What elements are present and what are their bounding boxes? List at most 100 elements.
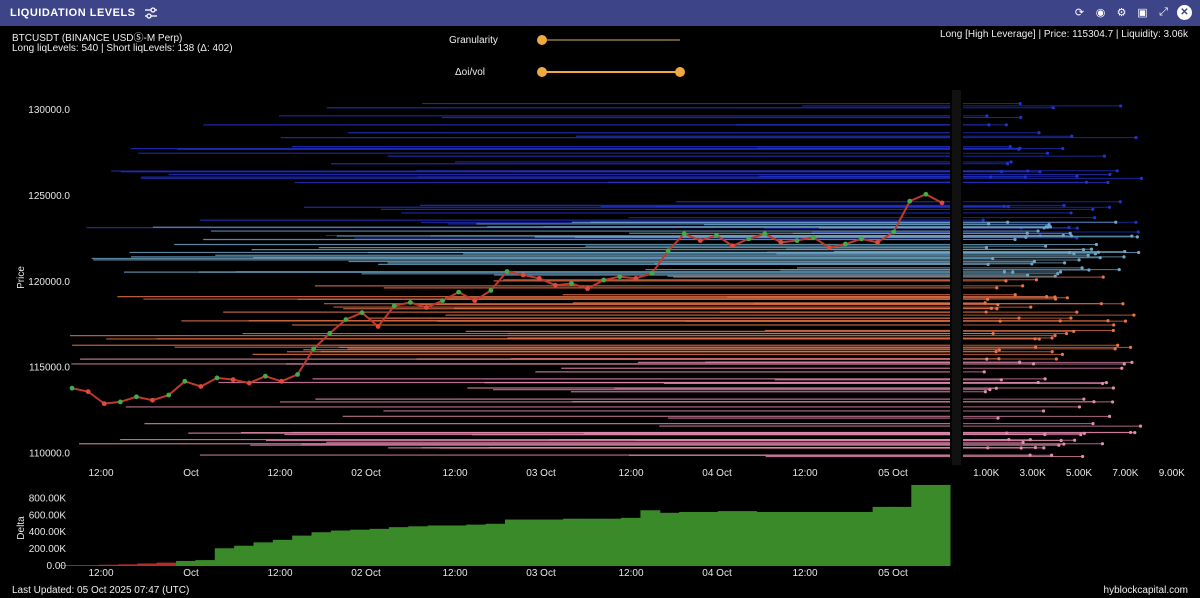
liq-histogram-dot: [1053, 274, 1057, 278]
delta-bar: [872, 506, 893, 566]
price-point: [134, 394, 139, 400]
liq-histogram-dot: [1139, 176, 1144, 180]
liq-band-long-orange: [70, 275, 1136, 361]
price-point: [375, 324, 381, 329]
liq-histogram-dot: [1099, 302, 1103, 306]
delta-x-tick-label: 04 Oct: [702, 568, 732, 579]
liq-histogram-dot: [1069, 234, 1074, 238]
liq-histogram-dot: [1044, 244, 1048, 248]
delta-bar: [253, 542, 274, 566]
liq-histogram-dot: [983, 301, 987, 305]
liq-histogram-dot: [994, 350, 998, 354]
x-tick-label: 12:00: [792, 468, 817, 479]
price-point: [101, 401, 107, 407]
liq-histogram-dot: [1044, 225, 1048, 229]
price-point: [617, 274, 623, 280]
liq-histogram-dot: [1094, 242, 1099, 247]
liq-histogram-dot: [1133, 430, 1137, 435]
price-point: [488, 287, 494, 293]
oivol-slider-max-thumb[interactable]: [675, 67, 685, 77]
price-point: [504, 269, 510, 274]
liq-histogram-dot: [985, 114, 989, 118]
gear-icon[interactable]: ⚙: [1116, 7, 1127, 19]
save-icon[interactable]: ▣: [1137, 7, 1148, 19]
liq-histogram-dot: [1011, 270, 1015, 274]
liq-histogram-dot: [1114, 220, 1118, 224]
liq-histogram-dot: [1053, 295, 1057, 299]
liq-histogram-dot: [1081, 454, 1085, 459]
liq-histogram-dot: [1037, 337, 1041, 341]
delta-x-tick-label: 03 Oct: [526, 568, 556, 579]
liq-histogram-dot: [1135, 235, 1139, 239]
delta-bar: [195, 560, 216, 566]
price-point: [327, 330, 333, 336]
sliders-icon[interactable]: [144, 6, 158, 20]
delta-bar: [717, 511, 738, 566]
liq-histogram-dot: [1017, 316, 1021, 320]
price-point: [472, 298, 478, 304]
oivol-slider-track[interactable]: [542, 71, 680, 73]
liq-histogram-dot: [983, 390, 987, 394]
liq-histogram-dot: [1113, 347, 1117, 351]
liq-histogram-dot: [1086, 253, 1090, 257]
liq-histogram-dot: [1064, 331, 1069, 336]
liq-histogram-dot: [996, 416, 1000, 420]
liq-histogram-dot: [1134, 220, 1138, 224]
liq-histogram-dot: [1062, 442, 1066, 446]
liq-histogram-dot: [1084, 180, 1089, 184]
delta-bar: [601, 518, 622, 566]
liq-histogram-dot: [1028, 453, 1032, 457]
oivol-slider-min-thumb[interactable]: [537, 67, 547, 77]
liq-histogram-dot: [1123, 249, 1127, 254]
price-point: [794, 238, 800, 244]
liq-histogram-dot: [987, 222, 991, 226]
brand-link[interactable]: hyblockcapital.com: [1103, 585, 1188, 596]
delta-bar: [466, 524, 487, 566]
liq-histogram-dot: [981, 218, 985, 222]
liq-histogram-dot: [991, 331, 995, 336]
y-tick-label: 130000.0: [28, 105, 70, 116]
liq-histogram-dot: [1036, 229, 1040, 233]
granularity-slider-track[interactable]: [542, 39, 680, 41]
liq-histogram-dot: [1100, 442, 1105, 446]
delta-bar: [156, 562, 177, 566]
expand-icon[interactable]: ⤢: [1159, 6, 1168, 18]
liq-histogram-dot: [1054, 357, 1058, 361]
liq-histogram-dot: [1082, 431, 1086, 435]
liq-histogram-dot: [1137, 250, 1141, 255]
delta-bar: [60, 565, 80, 566]
liq-histogram-dot: [1108, 172, 1112, 177]
price-point: [601, 277, 607, 283]
close-icon[interactable]: ✕: [1177, 5, 1192, 20]
liq-histogram-dot: [986, 446, 990, 450]
delta-bar: [891, 506, 912, 566]
delta-bar: [118, 564, 138, 566]
camera-icon[interactable]: ◉: [1095, 7, 1106, 19]
liq-band-short-mid: [91, 220, 1141, 278]
granularity-slider-thumb[interactable]: [537, 35, 547, 45]
liq-histogram-dot: [1009, 160, 1013, 164]
liq-histogram-dot: [1130, 234, 1134, 238]
liq-histogram-dot: [1073, 438, 1077, 442]
liq-histogram-dot: [1019, 226, 1023, 230]
liq-histogram-dot: [1110, 400, 1115, 404]
liq-histogram-dot: [1117, 268, 1121, 272]
liq-histogram-dot: [1104, 381, 1108, 385]
refresh-icon[interactable]: ⟳: [1074, 7, 1085, 19]
liq-histogram-dot: [1056, 272, 1060, 276]
price-point: [311, 346, 317, 352]
liq-histogram-dot: [1102, 154, 1107, 158]
liq-histogram-dot: [995, 307, 999, 311]
price-point: [246, 380, 252, 386]
delta-bar: [911, 484, 932, 566]
liq-histogram-dot: [1070, 134, 1074, 138]
x-tick-label: 12:00: [267, 468, 292, 479]
liq-histogram-dot: [1023, 175, 1027, 179]
liq-histogram-dot: [1096, 250, 1101, 254]
x-tick-label: 03 Oct: [526, 468, 556, 479]
liq-histogram-dot: [1025, 231, 1029, 235]
liq-histogram-dot: [1061, 233, 1065, 238]
delta-bar: [640, 510, 661, 566]
oivol-label: Δoi/vol: [455, 67, 486, 78]
